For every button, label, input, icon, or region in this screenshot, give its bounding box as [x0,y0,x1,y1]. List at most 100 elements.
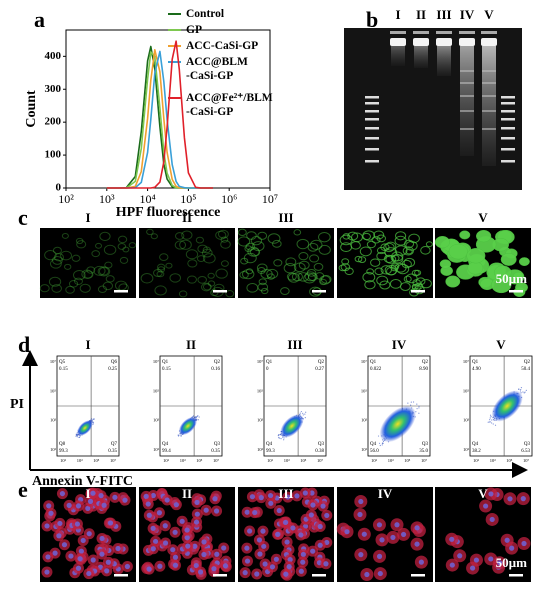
nucleus [146,512,152,518]
event-dot [418,405,420,407]
quadrant-name: Q6 [111,360,118,365]
axis-tick-label: 10⁵ [404,458,411,463]
cell [83,270,94,279]
nucleus [184,527,190,533]
nucleus [193,519,200,525]
event-dot [76,436,78,438]
cell-layer [140,488,232,580]
nucleus [164,497,170,503]
event-dot [304,417,306,419]
cell [339,234,353,246]
cell [220,260,229,267]
quadrant-name: Q8 [59,442,66,447]
scale-bar [114,574,128,577]
event-dot [299,412,301,414]
nucleus [104,568,110,574]
density-core [178,416,197,436]
nucleus [201,551,207,558]
sample-label: III [278,486,293,501]
dna-smear [437,46,451,76]
event-dot [490,416,492,418]
dna-band [459,38,475,46]
nucleus [294,493,300,499]
ladder-band [365,118,379,121]
cell [420,246,431,255]
density-core [491,390,523,422]
nucleus [268,500,274,506]
event-dot [377,435,380,437]
cell [178,290,188,298]
cell [105,275,115,283]
cell [195,236,204,244]
event-dot [280,438,282,440]
cell [237,236,251,247]
cell [51,255,63,265]
cell [210,289,219,297]
quadrant-value: 0.16 [211,367,220,372]
nucleus [145,501,151,507]
nucleus [77,556,83,562]
nucleus [143,493,149,499]
sample-label: IV [378,486,393,501]
cell [61,232,69,239]
quadrant-name: Q1 [472,360,479,365]
nucleus [290,525,296,531]
sample-label: V [478,210,488,225]
nucleus [300,551,306,558]
nucleus [157,563,163,569]
cell [39,284,50,293]
cell [376,234,386,243]
nucleus [222,563,229,569]
event-dot [379,444,381,447]
legend-label: GP [186,24,202,36]
event-dot [378,442,381,444]
event-dot [302,412,304,414]
cell [245,268,254,275]
nucleus [282,519,289,526]
nucleus [162,540,169,546]
cell [146,228,154,236]
nucleus [509,545,515,551]
nucleus [488,491,494,497]
cell [256,263,268,273]
well [413,31,429,34]
cell [244,245,253,252]
cell [287,273,300,283]
cell [68,280,79,288]
quadrant-value: 99.3 [266,449,275,454]
cell [197,244,208,254]
axis-tick-label: 10⁵ [361,388,368,393]
quadrant-value: 99.4 [162,449,171,454]
scale-bar-label: 50µm [496,555,527,570]
cell [362,232,371,241]
cell [459,230,471,240]
event-dot [305,411,307,413]
nucleus [173,502,179,508]
cell [250,236,263,246]
axis-tick-label: 10⁷ [213,458,220,463]
nucleus [52,550,58,556]
scale-bar-label: 50µm [496,271,527,286]
cell [383,242,395,253]
dna-band [413,38,429,46]
cell [518,257,530,267]
y-axis-label: PI [10,397,24,412]
nucleus [262,561,268,567]
cell [350,241,361,250]
histogram-line [106,40,213,189]
axis-tick-label: 10⁵ [506,458,513,463]
axis-tick-label: 10⁷ [257,359,264,364]
cell [119,256,129,264]
event-dot [198,416,200,418]
smear-band [460,95,474,97]
event-dot [410,404,412,406]
nucleus [247,528,253,534]
nucleus [78,548,84,554]
sample-label: V [496,337,506,352]
sample-label: II [186,337,196,352]
axis-tick-label: 10⁷ [50,359,57,364]
axis-tick-label: 10⁵ [153,388,160,393]
legend-label: Control [186,8,224,20]
event-dot [283,437,285,439]
ladder-band [365,96,379,99]
